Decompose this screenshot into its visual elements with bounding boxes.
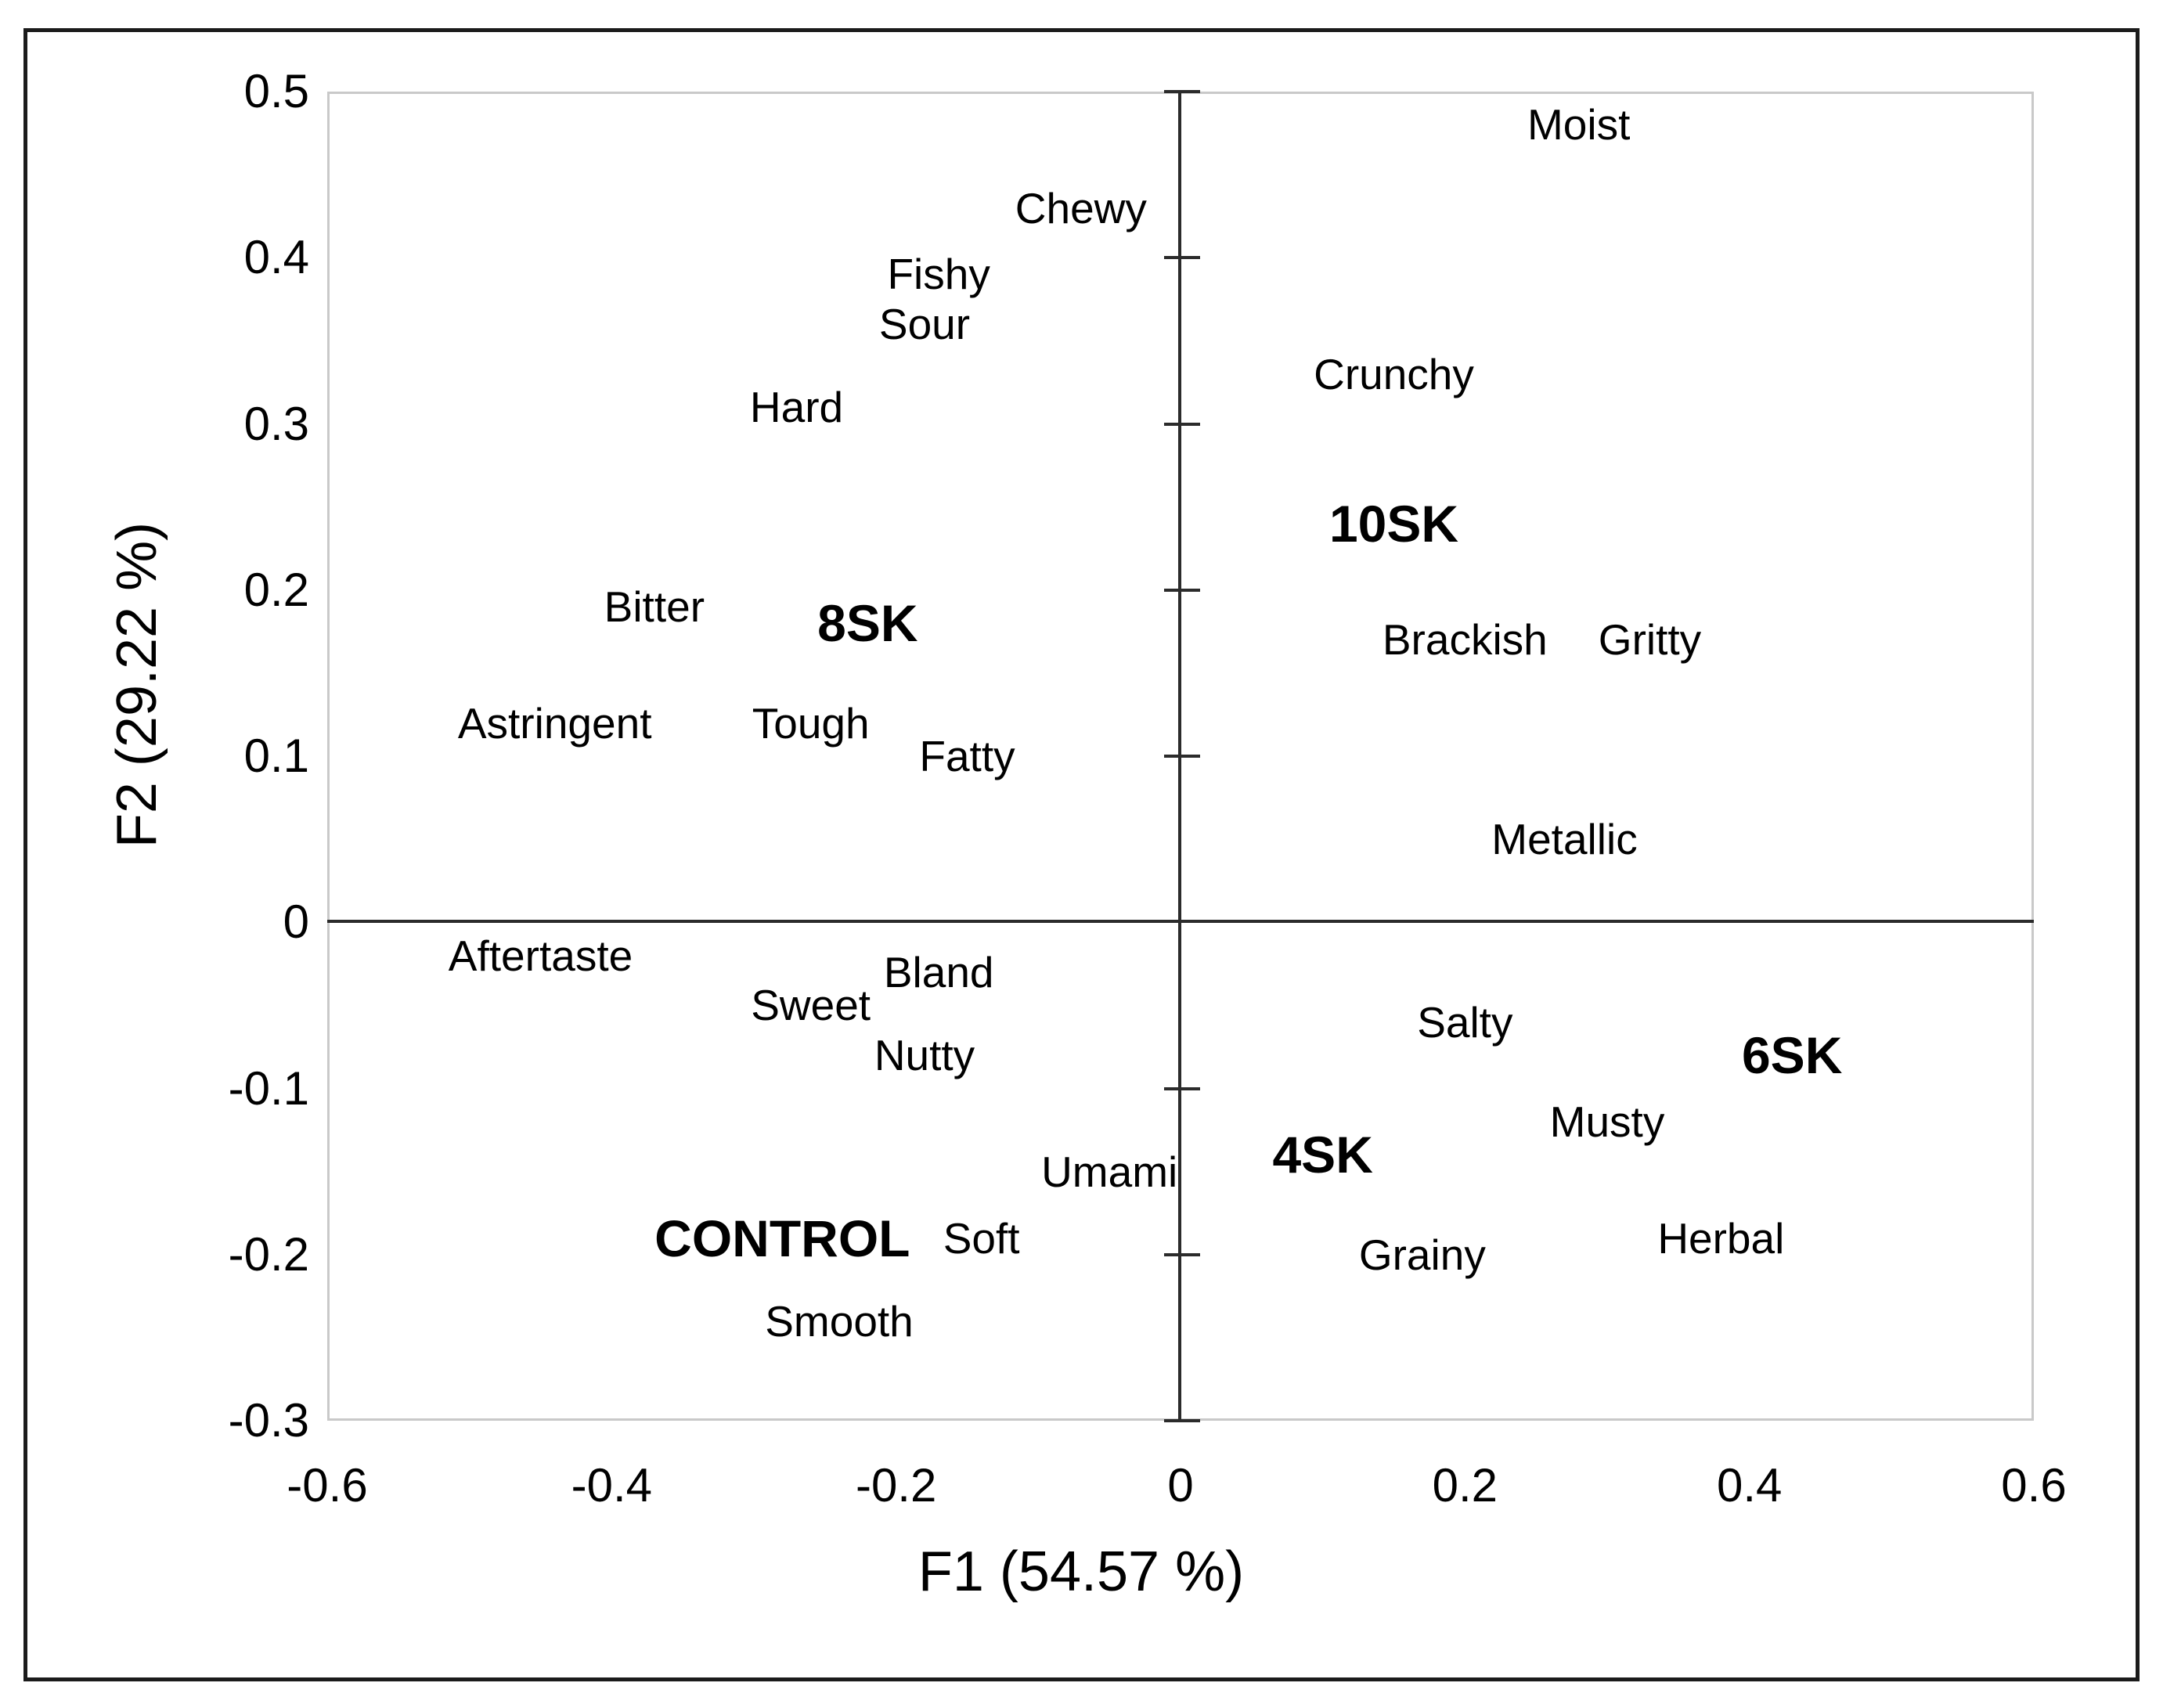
y-axis-tick xyxy=(1164,1086,1200,1090)
attribute-label: Moist xyxy=(1527,100,1631,150)
y-tick-label: -0.2 xyxy=(228,1227,309,1281)
attribute-label: Crunchy xyxy=(1314,349,1474,398)
attribute-label: Fatty xyxy=(919,732,1015,780)
attribute-label: Herbal xyxy=(1657,1213,1785,1263)
attribute-label: Nutty xyxy=(874,1031,975,1080)
attribute-label: Aftertaste xyxy=(448,931,633,980)
y-tick-label: 0.2 xyxy=(243,563,309,616)
attribute-label: Sweet xyxy=(751,981,871,1030)
attribute-label: Brackish xyxy=(1382,615,1548,665)
attribute-label: Musty xyxy=(1549,1097,1665,1146)
x-axis-title: F1 (54.57 %) xyxy=(917,1540,1245,1603)
y-tick-label: 0.5 xyxy=(243,65,309,117)
attribute-label: Hard xyxy=(749,383,844,432)
attribute-label: Salty xyxy=(1417,997,1513,1047)
y-axis-tick xyxy=(1164,1419,1200,1422)
y-tick-label: 0.4 xyxy=(243,231,309,284)
attribute-label: Metallic xyxy=(1491,815,1638,864)
x-tick-label: -0.2 xyxy=(855,1459,937,1512)
x-tick-label: 0.2 xyxy=(1432,1459,1498,1512)
y-axis-tick xyxy=(1164,256,1200,260)
y-axis-title: F2 (29.22 %) xyxy=(106,521,168,849)
y-tick-label: -0.1 xyxy=(228,1061,309,1115)
attribute-label: Soft xyxy=(943,1213,1020,1263)
y-axis-tick xyxy=(1164,588,1200,592)
y-axis-tick xyxy=(1164,90,1200,93)
sample-label: 6SK xyxy=(1741,1026,1843,1085)
sample-label: 10SK xyxy=(1328,494,1459,553)
attribute-label: Sour xyxy=(878,300,971,349)
sample-label: CONTROL xyxy=(654,1209,910,1267)
x-tick-label: 0.6 xyxy=(2001,1459,2067,1512)
attribute-label: Grainy xyxy=(1358,1230,1486,1279)
attribute-label: Bitter xyxy=(604,582,705,631)
sample-label: 8SK xyxy=(817,594,918,653)
x-tick-label: 0.4 xyxy=(1716,1459,1783,1512)
x-tick-label: -0.4 xyxy=(571,1459,653,1512)
attribute-label: Smooth xyxy=(765,1296,914,1346)
y-axis-tick xyxy=(1164,1252,1200,1256)
sample-label: 4SK xyxy=(1272,1126,1373,1184)
y-tick-label: 0.3 xyxy=(243,397,309,450)
attribute-label: Bland xyxy=(883,947,994,996)
y-axis-tick xyxy=(1164,422,1200,426)
attribute-label: Tough xyxy=(752,698,870,748)
x-tick-label: -0.6 xyxy=(287,1459,368,1512)
y-tick-label: 0 xyxy=(283,895,309,949)
attribute-label: Gritty xyxy=(1598,615,1702,665)
attribute-label: Fishy xyxy=(887,250,990,299)
attribute-label: Umami xyxy=(1041,1147,1178,1196)
y-tick-label: 0.1 xyxy=(243,730,309,782)
attribute-label: Astringent xyxy=(457,698,652,748)
y-tick-label: -0.3 xyxy=(228,1394,309,1447)
y-axis-tick xyxy=(1164,755,1200,758)
attribute-label: Chewy xyxy=(1015,183,1147,232)
x-tick-label: 0 xyxy=(1167,1459,1194,1512)
